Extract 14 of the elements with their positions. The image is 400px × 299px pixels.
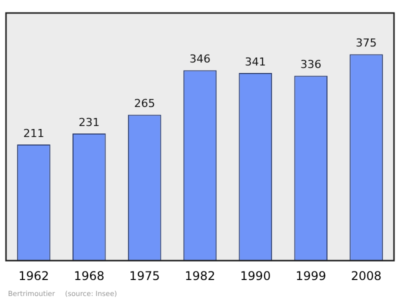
x-tick-label: 1999 (296, 268, 326, 283)
data-label: 265 (134, 97, 156, 110)
data-label: 375 (356, 36, 377, 50)
data-label: 336 (300, 58, 322, 72)
x-tick-label: 2008 (351, 268, 382, 283)
x-tick-label: 1975 (129, 268, 160, 283)
x-tick-label: 1990 (240, 268, 271, 283)
data-label: 346 (190, 52, 210, 66)
x-tick-label: 1982 (184, 268, 216, 283)
data-label: 211 (23, 126, 44, 140)
data-label: 341 (244, 55, 266, 68)
data-label: 231 (78, 116, 100, 129)
x-tick-label: 1962 (18, 268, 49, 283)
x-tick-label: 1968 (74, 268, 104, 283)
